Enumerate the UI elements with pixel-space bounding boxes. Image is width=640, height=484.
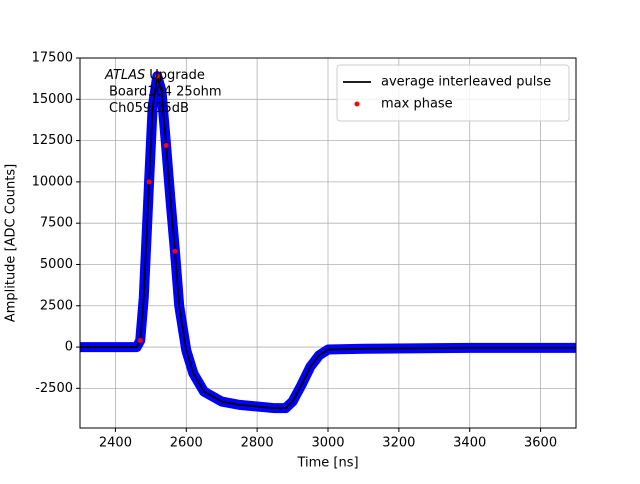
annotation-line: Ch059 15dB (109, 101, 189, 116)
x-tick-label: 3600 (524, 436, 557, 451)
y-tick-label: 12500 (32, 133, 73, 148)
max-phase-point (163, 143, 169, 149)
annotation: ATLAS Upgrade (104, 68, 205, 83)
y-tick-label: 5000 (40, 257, 73, 272)
legend-label: max phase (381, 97, 453, 112)
legend-label: average interleaved pulse (381, 75, 551, 90)
annotation-experiment: ATLAS (104, 68, 145, 83)
max-phase-point (172, 248, 178, 254)
y-tick-label: 10000 (32, 174, 73, 189)
y-axis-label: Amplitude [ADC Counts] (4, 164, 19, 322)
annotation-line: Upgrade (149, 68, 205, 83)
y-tick-label: 7500 (40, 216, 73, 231)
legend-box (336, 64, 570, 122)
annotation-line: Board104 25ohm (109, 85, 222, 100)
max-phase-point (154, 73, 160, 79)
y-tick-label: 2500 (40, 298, 73, 313)
x-axis-label: Time [ns] (296, 456, 358, 471)
x-tick-label: 3000 (311, 436, 344, 451)
x-tick-label: 2800 (241, 436, 274, 451)
max-phase-point (137, 337, 143, 343)
y-tick-label: 17500 (32, 51, 73, 66)
y-tick-label: -2500 (35, 381, 73, 396)
axes-frame (79, 57, 577, 429)
y-tick-label: 0 (65, 340, 73, 355)
pulse-line (80, 75, 576, 410)
plot (80, 71, 576, 414)
max-phase-point (146, 179, 152, 185)
x-tick-label: 3200 (382, 436, 415, 451)
x-tick-label: 2600 (170, 436, 203, 451)
x-tick-label: 2400 (99, 436, 132, 451)
legend-marker (354, 101, 360, 107)
x-tick-label: 3400 (453, 436, 486, 451)
y-tick-label: 15000 (32, 92, 73, 107)
